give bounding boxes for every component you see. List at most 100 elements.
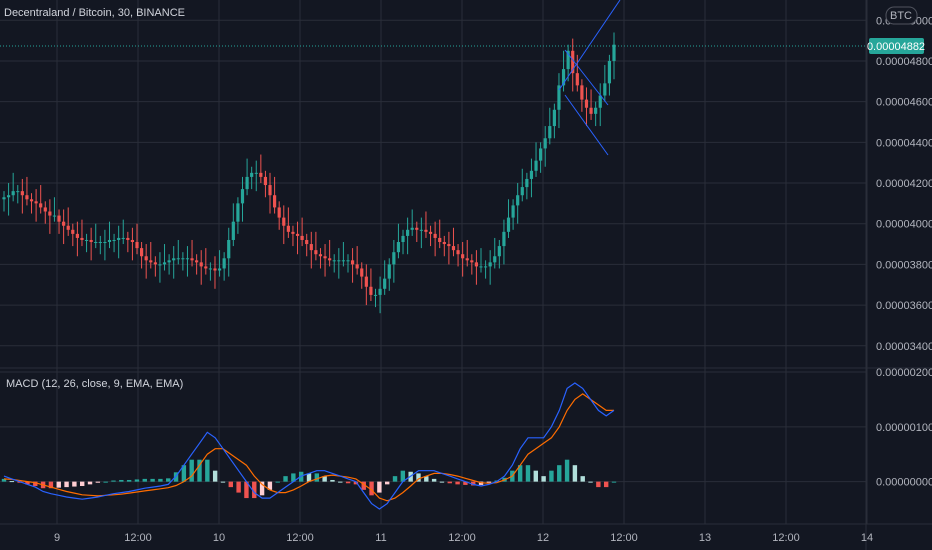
trend-drawings <box>558 0 621 156</box>
currency-badge-bg[interactable] <box>885 6 918 25</box>
macd-tick-label: 0.00000100 <box>876 422 932 434</box>
candle-body <box>6 195 11 198</box>
candle-body <box>360 268 364 277</box>
candle-body <box>318 254 323 257</box>
candle-body <box>502 231 506 247</box>
macd-histogram-bar <box>322 476 327 482</box>
candle-body <box>571 50 575 74</box>
macd-histogram-bar <box>596 481 601 488</box>
macd-histogram-bar <box>9 481 15 483</box>
candle-body <box>153 262 157 265</box>
candle-body <box>300 235 304 240</box>
flag-bottom-line[interactable] <box>564 94 609 156</box>
macd-histogram-bar <box>220 481 226 483</box>
candle-body <box>548 126 552 139</box>
macd-histogram-bar <box>236 481 241 493</box>
candle-body <box>373 294 378 296</box>
price-axis[interactable]: 0.000050000.000048000.000046000.00004400… <box>876 15 932 352</box>
macd-histogram-bar <box>150 478 155 482</box>
candle-body <box>543 138 547 149</box>
macd-histogram-bar <box>330 479 335 482</box>
candle-body <box>607 60 612 84</box>
macd-histogram-bar <box>557 465 562 482</box>
candle-body <box>465 258 469 261</box>
candle-body <box>383 278 387 289</box>
macd-histogram-bar <box>611 481 617 483</box>
macd-histogram-bar <box>1 478 7 482</box>
candle-body <box>199 262 203 267</box>
candle-body <box>539 148 543 161</box>
macd-histogram-bar <box>416 473 421 482</box>
macd-histogram-bar <box>158 478 163 482</box>
candle-body <box>525 178 529 188</box>
macd-histogram-bar <box>33 481 38 487</box>
macd-histogram-bar <box>306 473 312 482</box>
candle-body <box>584 99 589 108</box>
macd-histogram-bar <box>517 465 523 482</box>
time-axis[interactable]: 9 12:00 10 12:00 11 12:00 12 12:00 13 12:00 14 <box>54 532 873 544</box>
macd-histogram-bar <box>25 481 30 485</box>
candle-body <box>520 187 524 196</box>
price-tick-label: 0.00003400 <box>876 341 932 353</box>
candle-body <box>126 237 130 240</box>
macd-histogram-bar <box>267 481 273 490</box>
candle-body <box>474 262 479 267</box>
candle-body <box>130 239 135 243</box>
trendline-up[interactable] <box>558 0 621 91</box>
candle-body <box>488 262 492 267</box>
time-tick-label: 12:00 <box>286 532 314 544</box>
price-tick-label: 0.00004400 <box>876 137 932 149</box>
time-tick-label: 12 <box>537 532 549 544</box>
candle-body <box>419 229 423 231</box>
candle-body <box>273 195 277 208</box>
candle-body <box>305 239 309 245</box>
candle-body <box>355 264 359 269</box>
macd-histogram-bar <box>291 473 296 482</box>
last-price-label: 0.00004882 <box>867 41 925 53</box>
time-tick-label: 12:00 <box>772 532 800 544</box>
last-price-tag: 0.00004882 <box>867 38 925 54</box>
flag-top-line[interactable] <box>564 49 609 106</box>
candle-body <box>48 211 52 216</box>
macd-histogram-bar <box>244 481 249 499</box>
macd-histogram-bar <box>275 481 280 483</box>
candle-body <box>34 201 38 204</box>
candle-body <box>121 237 125 239</box>
macd-histogram-bar <box>111 480 116 482</box>
candle-body <box>286 225 290 232</box>
macd-histogram-bar <box>64 481 69 488</box>
macd-histogram-bar <box>212 470 218 482</box>
macd-histogram-bar <box>431 478 437 482</box>
candle-body <box>369 286 373 295</box>
macd-histogram-bar <box>486 481 492 483</box>
candle-body <box>144 256 148 261</box>
candle-body <box>75 233 79 238</box>
macd-histogram-bar <box>205 459 210 482</box>
candle-body <box>135 242 139 249</box>
time-tick-label: 14 <box>861 532 873 544</box>
candle-body <box>557 85 561 110</box>
candle-body <box>603 83 607 96</box>
macd-axis[interactable]: 0.00000200 0.00000100 0.00000000 <box>876 367 932 489</box>
candle-body <box>612 44 616 61</box>
candle-body <box>497 246 501 257</box>
currency-badge-label: BTC <box>890 10 912 22</box>
candle-body <box>438 237 442 243</box>
candle-body <box>529 170 534 179</box>
candle-body <box>424 229 428 232</box>
candle-body <box>89 239 93 243</box>
candle-body <box>158 264 162 266</box>
candle-body <box>25 195 29 200</box>
macd-histogram-bar <box>549 470 554 482</box>
candle-body <box>66 225 70 230</box>
time-tick-label: 10 <box>213 532 225 544</box>
candle-body <box>16 191 20 193</box>
macd-histogram-bar <box>447 481 452 484</box>
candle-body <box>167 260 171 263</box>
candle-body <box>461 254 465 259</box>
currency-badge[interactable]: BTC <box>885 6 918 25</box>
macd-lines <box>3 382 615 510</box>
candle-body <box>213 268 217 271</box>
